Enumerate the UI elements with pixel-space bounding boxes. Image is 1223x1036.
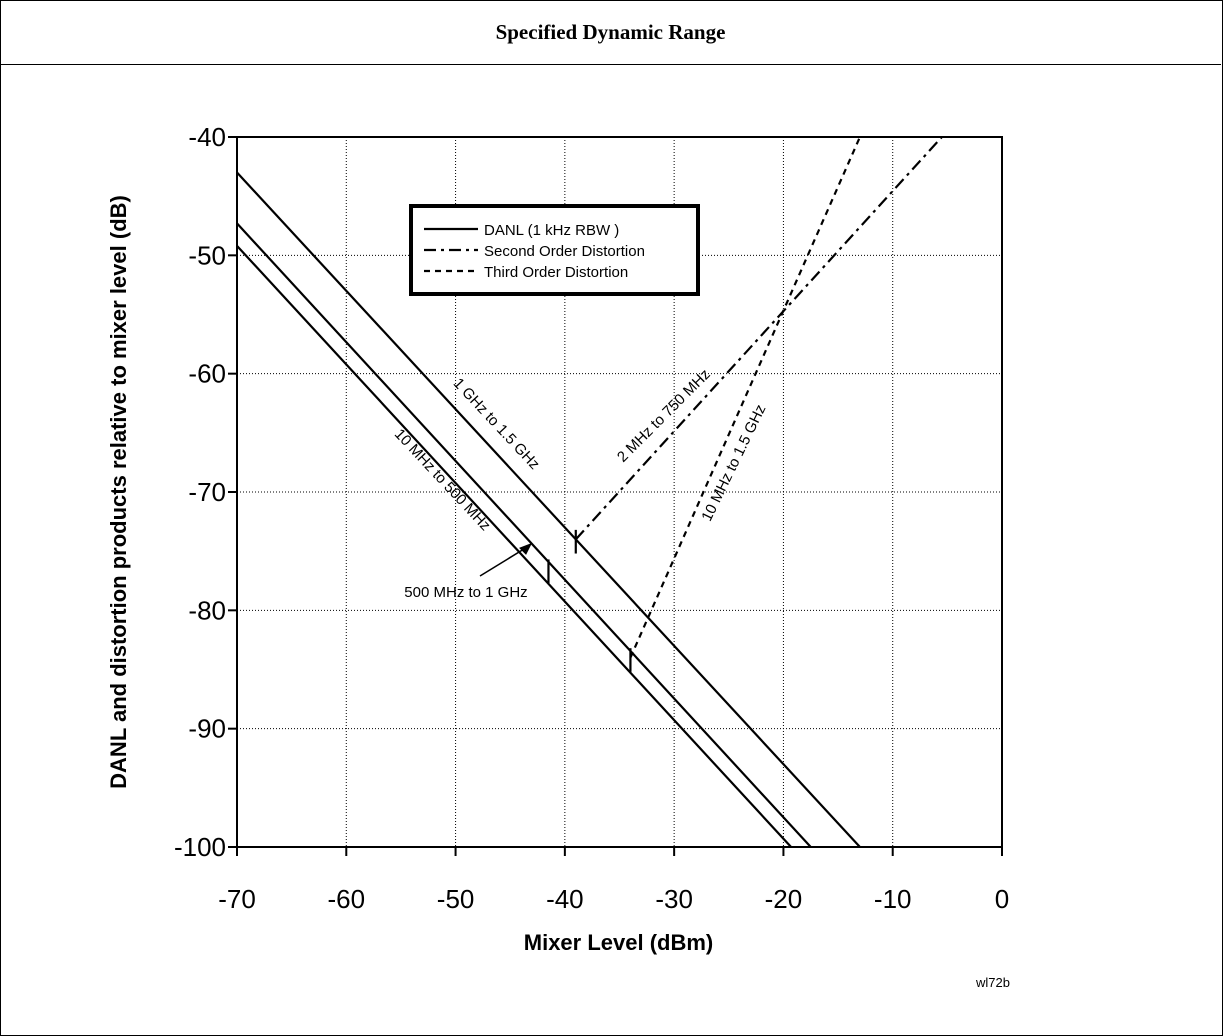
legend: DANL (1 kHz RBW ) Second Order Distortion… xyxy=(409,204,700,296)
y-tick-label: -90 xyxy=(188,714,226,744)
x-tick-label: -60 xyxy=(327,884,365,914)
annotation-2mhz-750mhz: 2 MHz to 750 MHz xyxy=(614,366,714,466)
x-tick-label: -40 xyxy=(546,884,584,914)
y-tick-label: -70 xyxy=(188,477,226,507)
annotation-1ghz-1-5ghz: 1 GHz to 1.5 GHz xyxy=(450,375,543,473)
legend-label: DANL (1 kHz RBW ) xyxy=(484,222,619,239)
annotation-500mhz-1ghz: 500 MHz to 1 GHz xyxy=(404,584,527,601)
y-tick-label: -50 xyxy=(188,240,226,270)
third-order-line xyxy=(629,137,861,659)
y-axis-label: DANL and distortion products relative to… xyxy=(106,195,131,789)
second-order-line xyxy=(574,137,943,541)
page-title: Specified Dynamic Range xyxy=(495,19,726,44)
y-tick-label: -100 xyxy=(174,832,226,862)
legend-label: Third Order Distortion xyxy=(484,264,628,281)
x-tick-label: -20 xyxy=(765,884,803,914)
danl-line xyxy=(237,245,792,847)
grid xyxy=(237,137,1002,847)
x-tick-label: -50 xyxy=(437,884,475,914)
figure-id: wl72b xyxy=(975,975,1010,990)
x-axis-label: Mixer Level (dBm) xyxy=(524,930,714,955)
annotation-arrow-head xyxy=(519,542,533,555)
x-tick-label: -30 xyxy=(655,884,693,914)
figure-title-bar: Specified Dynamic Range xyxy=(0,0,1221,65)
y-tick-label: -40 xyxy=(188,122,226,152)
y-tick-label: -80 xyxy=(188,595,226,625)
danl-line xyxy=(237,222,812,847)
annotation-arrow-line xyxy=(479,545,530,577)
x-tick-label: -70 xyxy=(218,884,256,914)
x-tick-label: -10 xyxy=(874,884,912,914)
legend-label: Second Order Distortion xyxy=(484,243,645,260)
danl-line xyxy=(237,171,861,847)
annotation-10mhz-500mhz: 10 MHz to 500 MHz xyxy=(391,426,494,535)
series-group xyxy=(237,137,943,847)
y-tick-label: -60 xyxy=(188,359,226,389)
x-tick-label: 0 xyxy=(995,884,1009,914)
